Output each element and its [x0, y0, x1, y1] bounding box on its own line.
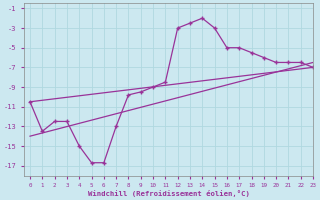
X-axis label: Windchill (Refroidissement éolien,°C): Windchill (Refroidissement éolien,°C): [87, 190, 249, 197]
